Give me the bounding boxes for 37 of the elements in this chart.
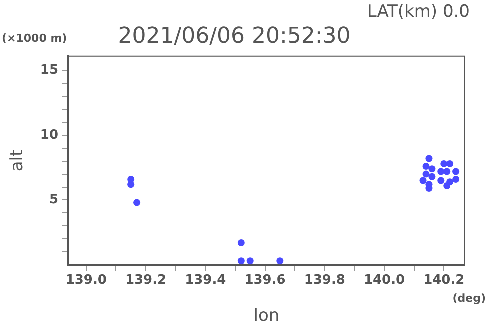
y-tick-label: 10 xyxy=(40,128,58,143)
x-tick-label: 139.6 xyxy=(244,273,286,288)
point xyxy=(128,176,135,183)
text: (×1000 m) xyxy=(2,32,68,45)
chart-title: 2021/06/06 20:52:30 xyxy=(118,24,351,49)
point xyxy=(440,160,448,168)
text: 139.2 xyxy=(125,273,167,288)
point xyxy=(438,177,445,184)
point xyxy=(426,155,433,162)
text: 139.0 xyxy=(66,273,107,288)
point xyxy=(428,166,436,173)
point xyxy=(422,163,430,170)
point xyxy=(428,173,436,180)
text: LAT(km) 0.0 xyxy=(367,2,470,22)
x-tick-label: 139.4 xyxy=(185,273,226,288)
point xyxy=(452,168,460,176)
point xyxy=(438,168,445,176)
point xyxy=(276,258,284,265)
point xyxy=(426,185,433,192)
point xyxy=(246,258,254,265)
point xyxy=(444,168,451,176)
point xyxy=(238,239,245,246)
point xyxy=(422,170,430,178)
y-tick-label: 15 xyxy=(40,63,58,78)
point xyxy=(444,182,451,190)
x-tick-label: 140.2 xyxy=(424,273,465,288)
x-axis-title: lon xyxy=(254,306,280,326)
point xyxy=(238,258,245,265)
point xyxy=(452,176,460,183)
point xyxy=(134,199,141,206)
text: 140.0 xyxy=(364,273,406,288)
y-axis-title: alt xyxy=(8,149,28,172)
point xyxy=(420,177,427,184)
y-tick-label: 5 xyxy=(49,192,58,208)
x-tick-label: 139.8 xyxy=(304,273,346,288)
text: (deg) xyxy=(452,292,486,305)
point xyxy=(446,160,454,168)
